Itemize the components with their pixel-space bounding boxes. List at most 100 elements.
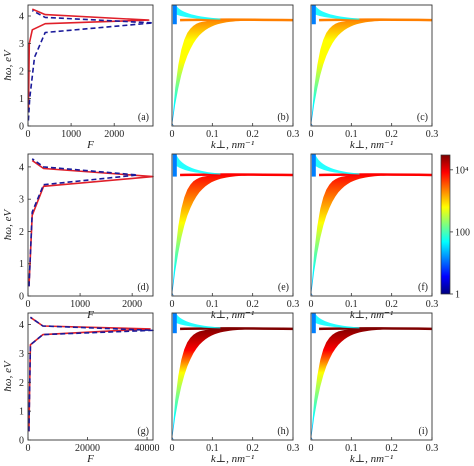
light-line-strip [172, 154, 177, 177]
x-axis-label: F [86, 453, 94, 465]
y-tick-label: 2 [19, 378, 24, 389]
x-tick-label: 0.2 [385, 299, 398, 310]
light-line-strip [172, 5, 177, 25]
resonance-ridge [319, 327, 433, 331]
plot-frame [310, 4, 433, 127]
panel-label: (i) [419, 426, 428, 437]
x-tick-label: 40000 [135, 443, 160, 454]
y-axis-label: ħω, eV [2, 209, 14, 241]
x-axis-label: F [86, 309, 94, 321]
resonance-ridge [180, 327, 294, 331]
colorbar-tick-label: 1 [455, 290, 460, 301]
y-tick-label: 0 [19, 436, 24, 447]
panel-a: 0 1 2 3 4 ħω, eV 0 1000 2000 F (a) [2, 4, 154, 151]
x-tick-label: 0 [170, 443, 175, 454]
lower-branch-band [311, 173, 433, 296]
resonance-ridge [180, 18, 294, 22]
x-tick-label: 0 [309, 129, 314, 140]
y-tick-label: 2 [19, 227, 24, 238]
upper-branch-band [172, 5, 221, 20]
series-line-dashed [28, 158, 139, 287]
x-tick-label: 1000 [70, 299, 90, 310]
x-tick-label: 0.3 [287, 443, 300, 454]
y-tick-label: 1 [19, 94, 24, 105]
panel-e: 0 0.1 0.2 0.3 k⊥, nm⁻¹ (e) [170, 153, 300, 321]
x-tick-label: 0.3 [426, 443, 439, 454]
x-axis-label: F [86, 139, 94, 151]
lower-branch-band [311, 327, 433, 440]
series-line-dashed [27, 9, 154, 121]
y-tick-label: 4 [19, 162, 24, 173]
x-tick-label: 0.3 [287, 299, 300, 310]
panel-label: (d) [137, 282, 149, 293]
panel-f: 0 0.1 0.2 0.3 k⊥, nm⁻¹ (f) [309, 153, 438, 321]
series-line-solid [28, 159, 154, 287]
resonance-ridge [180, 173, 294, 177]
y-tick-label: 4 [19, 320, 24, 331]
x-tick-label: 0 [26, 443, 31, 454]
panel-label: (e) [278, 282, 289, 293]
lower-branch-band [172, 327, 294, 440]
x-axis-label: k⊥, nm⁻¹ [211, 453, 254, 465]
y-axis-label: ħω, eV [2, 360, 14, 392]
x-axis-label: k⊥, nm⁻¹ [211, 309, 254, 321]
lower-branch-band [172, 19, 294, 126]
x-tick-label: 2000 [122, 299, 142, 310]
x-tick-label: 0.2 [246, 129, 259, 140]
y-tick-label: 2 [19, 67, 24, 78]
y-tick-label: 3 [19, 195, 24, 206]
y-tick-label: 3 [19, 349, 24, 360]
x-tick-label: 20000 [75, 443, 100, 454]
y-axis-label: ħω, eV [2, 49, 14, 81]
colorbar: 1 100 10⁴ [440, 154, 470, 301]
upper-branch-band [311, 313, 360, 329]
colorbar-tick-label: 100 [455, 227, 470, 238]
y-tick-label: 3 [19, 39, 24, 50]
colorbar-tick-label: 10⁴ [455, 165, 469, 176]
x-axis-label: k⊥, nm⁻¹ [350, 309, 393, 321]
panel-c: 0 0.1 0.2 0.3 k⊥, nm⁻¹ (c) [309, 4, 439, 151]
panel-h: 0 0.1 0.2 0.3 k⊥, nm⁻¹ (h) [170, 312, 300, 465]
plot-frame [171, 153, 294, 297]
y-tick-label: 0 [19, 122, 24, 133]
plot-frame [27, 153, 154, 297]
panel-label: (g) [137, 426, 149, 437]
x-tick-label: 0.3 [426, 129, 439, 140]
x-tick-label: 0.2 [246, 443, 259, 454]
x-tick-label: 0.1 [206, 443, 219, 454]
light-line-strip [311, 5, 316, 25]
plot-frame [310, 312, 433, 441]
y-tick-label: 0 [19, 292, 24, 303]
x-tick-label: 0 [26, 129, 31, 140]
plot-frame [27, 4, 154, 127]
resonance-ridge [319, 18, 433, 22]
panel-d: 0 1 2 3 4 ħω, eV 0 1000 2000 F (d) [2, 153, 154, 321]
x-tick-label: 0 [26, 299, 31, 310]
x-axis-label: k⊥, nm⁻¹ [350, 453, 393, 465]
x-tick-label: 0 [309, 443, 314, 454]
upper-branch-band [172, 154, 221, 175]
x-tick-label: 0.1 [206, 129, 219, 140]
resonance-ridge [319, 173, 433, 177]
y-tick-label: 1 [19, 407, 24, 418]
light-line-strip [311, 313, 316, 334]
x-tick-label: 0.3 [287, 129, 300, 140]
panel-label: (f) [418, 282, 428, 293]
x-tick-label: 0.2 [385, 129, 398, 140]
upper-branch-band [311, 154, 360, 175]
upper-branch-band [172, 313, 221, 329]
colorbar-gradient [440, 154, 451, 295]
y-tick-label: 4 [19, 12, 24, 23]
upper-branch-band [311, 5, 360, 20]
x-tick-label: 0 [170, 129, 175, 140]
light-line-strip [172, 313, 177, 334]
lower-branch-band [311, 19, 433, 126]
x-tick-label: 2000 [104, 129, 124, 140]
panel-i: 0 0.1 0.2 0.3 k⊥, nm⁻¹ (i) [309, 312, 439, 465]
x-tick-label: 0.1 [345, 443, 358, 454]
panel-label: (b) [277, 112, 289, 123]
plot-frame [171, 4, 294, 127]
x-tick-label: 0.1 [345, 129, 358, 140]
x-tick-label: 0 [170, 299, 175, 310]
